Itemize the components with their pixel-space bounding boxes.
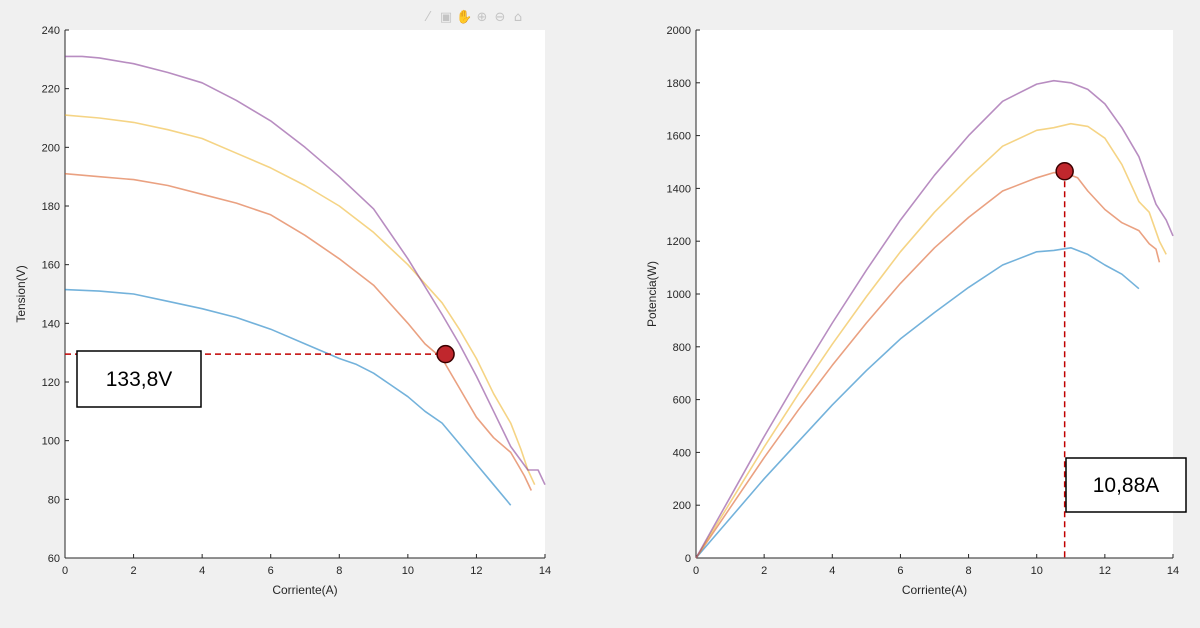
series-line-4 xyxy=(695,79,1174,559)
plot-area xyxy=(65,30,545,558)
y-tick-label: 1800 xyxy=(667,78,691,90)
y-tick-label: 1400 xyxy=(667,183,691,195)
annotation-text: 133,8V xyxy=(106,368,173,391)
x-tick-label: 6 xyxy=(268,565,274,577)
series-line-3 xyxy=(695,122,1167,559)
y-tick-label: 600 xyxy=(673,395,691,407)
x-tick-label: 8 xyxy=(336,565,342,577)
y-tick-label: 120 xyxy=(42,377,60,389)
annotation-box xyxy=(1065,457,1187,513)
y-tick-label: 160 xyxy=(42,260,60,272)
series-line-2 xyxy=(64,172,533,491)
highlight-marker xyxy=(436,344,455,364)
highlight-marker xyxy=(1055,161,1074,181)
y-tick-label: 140 xyxy=(42,318,60,330)
x-tick-label: 2 xyxy=(761,565,767,577)
x-tick-label: 14 xyxy=(539,565,551,577)
annotation-text: 10,88A xyxy=(1093,474,1160,497)
y-tick-label: 400 xyxy=(673,447,691,459)
series-line-4 xyxy=(65,55,546,486)
series-line-3 xyxy=(64,114,536,486)
series-line-1 xyxy=(695,247,1140,559)
y-tick-label: 240 xyxy=(42,25,60,37)
y-axis-title: Tension(V) xyxy=(14,265,28,322)
y-tick-label: 200 xyxy=(673,500,691,512)
x-tick-label: 12 xyxy=(1099,565,1111,577)
x-tick-label: 12 xyxy=(470,565,482,577)
zoom-out-icon[interactable]: ⊖ xyxy=(494,10,506,25)
annotation-box xyxy=(76,350,202,408)
y-tick-label: 100 xyxy=(42,436,60,448)
y-tick-label: 1000 xyxy=(667,289,691,301)
y-tick-label: 180 xyxy=(42,201,60,213)
series-line-2 xyxy=(695,171,1161,559)
x-tick-label: 4 xyxy=(829,565,835,577)
x-tick-label: 6 xyxy=(897,565,903,577)
y-tick-label: 800 xyxy=(673,342,691,354)
pan-icon[interactable]: ✋ xyxy=(456,10,473,25)
x-tick-label: 8 xyxy=(966,565,972,577)
y-tick-label: 2000 xyxy=(667,25,691,37)
x-tick-label: 4 xyxy=(199,565,205,577)
x-tick-label: 0 xyxy=(62,565,68,577)
y-tick-label: 80 xyxy=(48,494,60,506)
chart-1: 0 2 4 6 8 10 12 14 60 80 100 120 140 160 180 200 220 240 C… xyxy=(14,25,551,597)
chart-2: 0 2 4 6 8 10 12 14 0 200 400 600 800 1000 1200 1400 1600… xyxy=(645,25,1187,597)
y-axis-title: Potencia(W) xyxy=(645,261,659,327)
x-tick-label: 14 xyxy=(1167,565,1179,577)
y-tick-label: 200 xyxy=(42,142,60,154)
brush-icon[interactable]: ⁄ xyxy=(426,10,430,25)
y-tick-label: 1600 xyxy=(667,131,691,143)
home-icon[interactable]: ⌂ xyxy=(513,10,523,25)
x-tick-label: 2 xyxy=(131,565,137,577)
x-tick-label: 0 xyxy=(693,565,699,577)
x-tick-label: 10 xyxy=(402,565,414,577)
y-tick-label: 220 xyxy=(42,84,60,96)
series-line-1 xyxy=(64,288,512,506)
y-tick-label: 60 xyxy=(48,553,60,565)
y-tick-label: 1200 xyxy=(667,236,691,248)
x-tick-label: 10 xyxy=(1031,565,1043,577)
data-tip-icon[interactable]: ▣ xyxy=(439,10,453,25)
zoom-in-icon[interactable]: ⊕ xyxy=(476,10,488,25)
x-axis-title: Corriente(A) xyxy=(272,583,337,597)
plot-toolbar: ⁄ ▣ ✋ ⊕ ⊖ ⌂ xyxy=(420,8,526,28)
x-axis-title: Corriente(A) xyxy=(902,583,967,597)
y-tick-label: 0 xyxy=(685,553,691,565)
